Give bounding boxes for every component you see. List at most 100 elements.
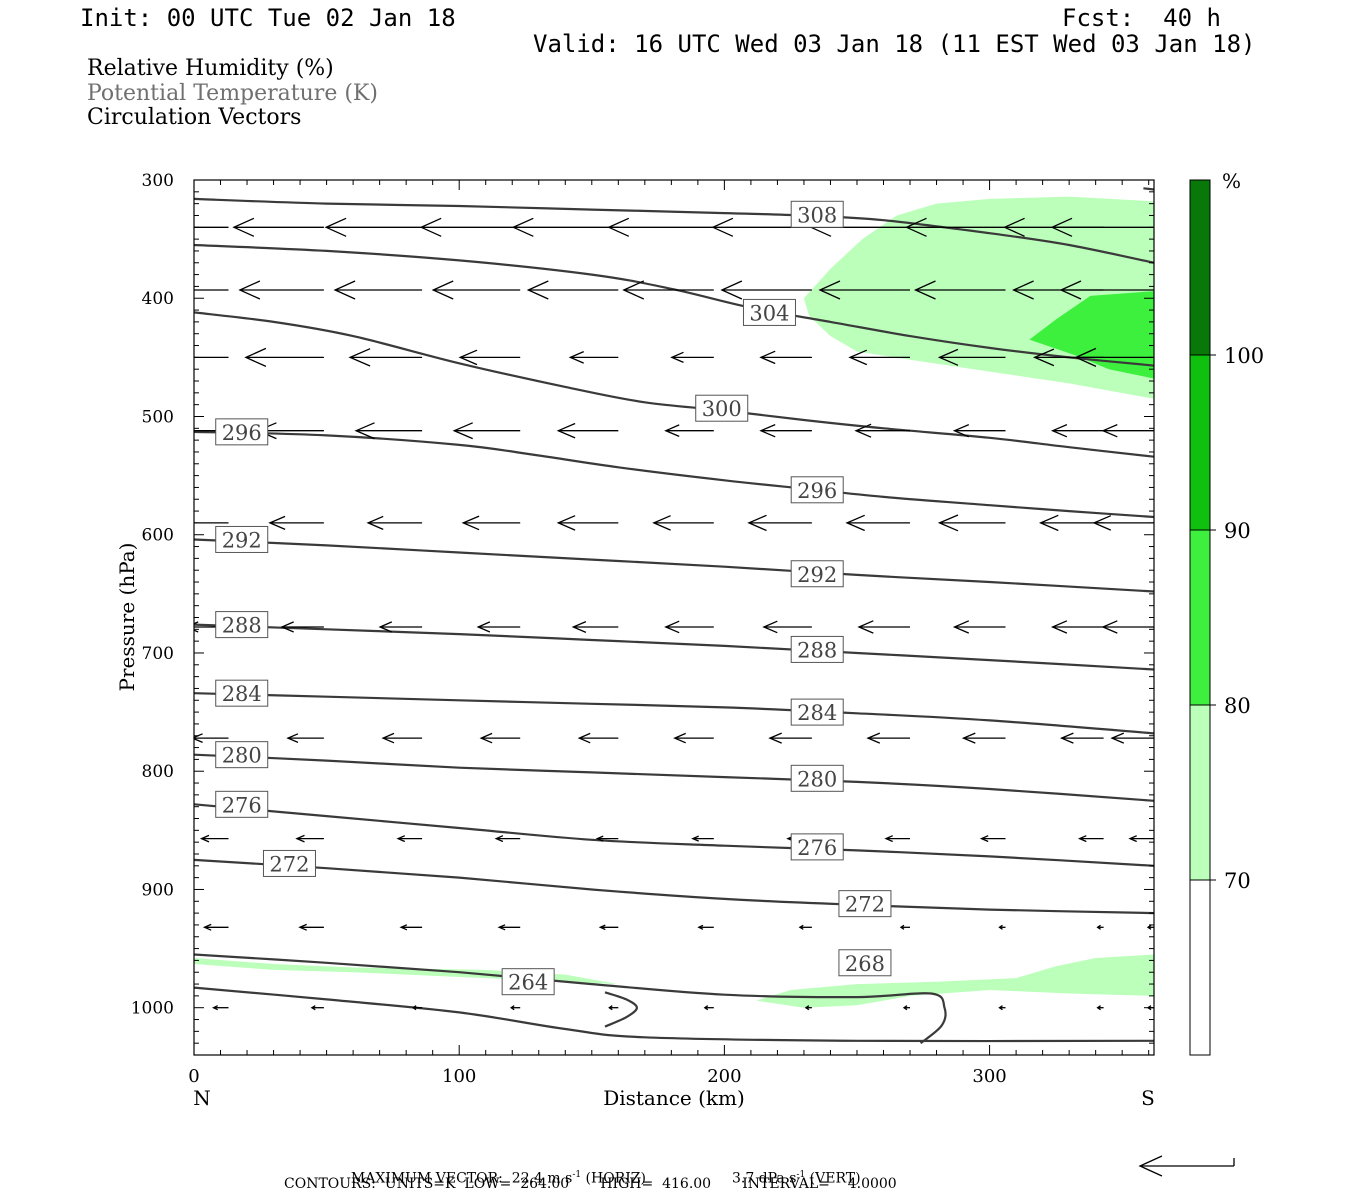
colorbar-segment-2 [1189, 529, 1211, 706]
circulation-vector [845, 514, 910, 532]
circulation-vector [818, 280, 910, 300]
circulation-vector [556, 422, 619, 439]
circulation-vector [664, 620, 714, 634]
circulation-vector [622, 280, 714, 300]
horiz-exponent: -1 [572, 1170, 582, 1180]
reference-vector-arrow [1138, 1155, 1235, 1177]
svg-text:272: 272 [845, 893, 885, 917]
circulation-vector [664, 424, 714, 437]
circulation-vector [913, 280, 1006, 300]
circulation-vector [452, 422, 521, 440]
y-tick-label-500: 500 [142, 407, 174, 427]
horiz-label: (HORIZ) [581, 1170, 646, 1187]
circulation-vector [461, 515, 521, 531]
max-vector-horiz: MAXIMUM VECTOR: 22.4 m s [350, 1170, 573, 1187]
svg-text:284: 284 [222, 682, 262, 706]
circulation-vector [1128, 835, 1154, 843]
circulation-vector [804, 1005, 812, 1011]
circulation-vector [691, 835, 714, 842]
circulation-vector [1050, 217, 1154, 237]
circulation-vector [1092, 515, 1154, 531]
y-tick-label-600: 600 [142, 526, 174, 546]
x-end-label-north: N [193, 1086, 211, 1110]
theta-contour-272 [194, 858, 1154, 915]
circulation-vector [798, 924, 812, 930]
circulation-vector [354, 422, 423, 440]
circulation-vector [511, 217, 619, 237]
circulation-vector [310, 1005, 324, 1011]
contour-label-288-0: 288 [215, 611, 269, 639]
contour-label-288-1: 288 [790, 635, 844, 663]
circulation-vector [396, 835, 423, 843]
svg-text:288: 288 [797, 638, 837, 662]
circulation-vector [998, 1005, 1006, 1011]
colorbar-label-70: 70 [1224, 869, 1251, 893]
colorbar-segment-3 [1189, 354, 1211, 531]
circulation-vector [280, 621, 324, 633]
circulation-vector [1059, 280, 1154, 300]
circulation-vector [431, 280, 521, 300]
svg-text:304: 304 [749, 301, 789, 325]
circulation-vector [768, 732, 812, 744]
circulation-vector [762, 620, 812, 634]
theta-contour-300 [194, 311, 1154, 458]
x-tick-label-300: 300 [972, 1066, 1006, 1087]
contour-label-284-1: 284 [790, 698, 844, 726]
colorbar-segment-4 [1189, 179, 1211, 356]
vert-label: (VERT) [805, 1170, 861, 1187]
circulation-vector [286, 733, 324, 743]
circulation-vector [238, 280, 324, 300]
circulation-vector [937, 348, 1006, 366]
circulation-vector [902, 1005, 910, 1011]
rh-fill-70-3 [756, 954, 1154, 1008]
x-tick-label-200: 200 [707, 1066, 741, 1087]
circulation-vector [952, 620, 1006, 634]
circulation-vector [1096, 924, 1104, 930]
circulation-vector [1077, 835, 1104, 843]
contour-label-272-0: 272 [262, 849, 316, 877]
max-vector-line: MAXIMUM VECTOR: 22.4 m s-1 (HORIZ) 3.7 dP… [342, 1157, 861, 1186]
circulation-vector [194, 733, 229, 743]
init-time: Init: 00 UTC Tue 02 Jan 18 [80, 4, 456, 32]
svg-text:292: 292 [222, 528, 262, 552]
x-axis-label: Distance (km) [603, 1086, 745, 1110]
contour-label-268-0: 268 [838, 949, 892, 977]
contour-label-300-0: 300 [695, 394, 749, 422]
circulation-vector [244, 347, 324, 367]
theta-contour-308 [194, 197, 1154, 264]
circulation-vector [673, 732, 714, 744]
theta-contour-276 [194, 803, 1154, 867]
contour-label-276-1: 276 [790, 833, 844, 861]
circulation-vector [703, 1005, 714, 1011]
svg-text:272: 272 [269, 852, 309, 876]
circulation-vector [720, 280, 812, 300]
svg-text:264: 264 [508, 971, 548, 995]
circulation-vector [697, 924, 714, 930]
circulation-vector [479, 732, 521, 744]
circulation-vector [904, 217, 1006, 237]
circulation-vector [747, 514, 812, 532]
x-tick-label-0: 0 [188, 1066, 199, 1087]
circulation-vector [961, 732, 1006, 744]
circulation-vector [194, 522, 229, 524]
circulation-vector [1146, 924, 1154, 930]
svg-text:288: 288 [222, 614, 262, 638]
circulation-vector [476, 621, 521, 633]
y-tick-label-700: 700 [142, 644, 174, 664]
theta-contour-296 [194, 430, 1154, 519]
circulation-vector [199, 834, 229, 843]
circulation-vector [497, 924, 521, 931]
circulation-vector [652, 515, 714, 531]
contour-label-264-0: 264 [501, 968, 555, 996]
theta-contour-288 [194, 623, 1154, 671]
circulation-vector [194, 289, 229, 291]
y-tick-label-900: 900 [142, 880, 174, 900]
colorbar: 70 80 90 100 [1189, 179, 1264, 1056]
circulation-vector [268, 515, 324, 530]
circulation-vector [366, 515, 423, 530]
svg-text:276: 276 [797, 836, 837, 860]
circulation-vector [378, 621, 423, 633]
circulation-vector [295, 834, 324, 843]
colorbar-label-100: 100 [1224, 344, 1264, 368]
contour-label-308-0: 308 [790, 200, 844, 228]
